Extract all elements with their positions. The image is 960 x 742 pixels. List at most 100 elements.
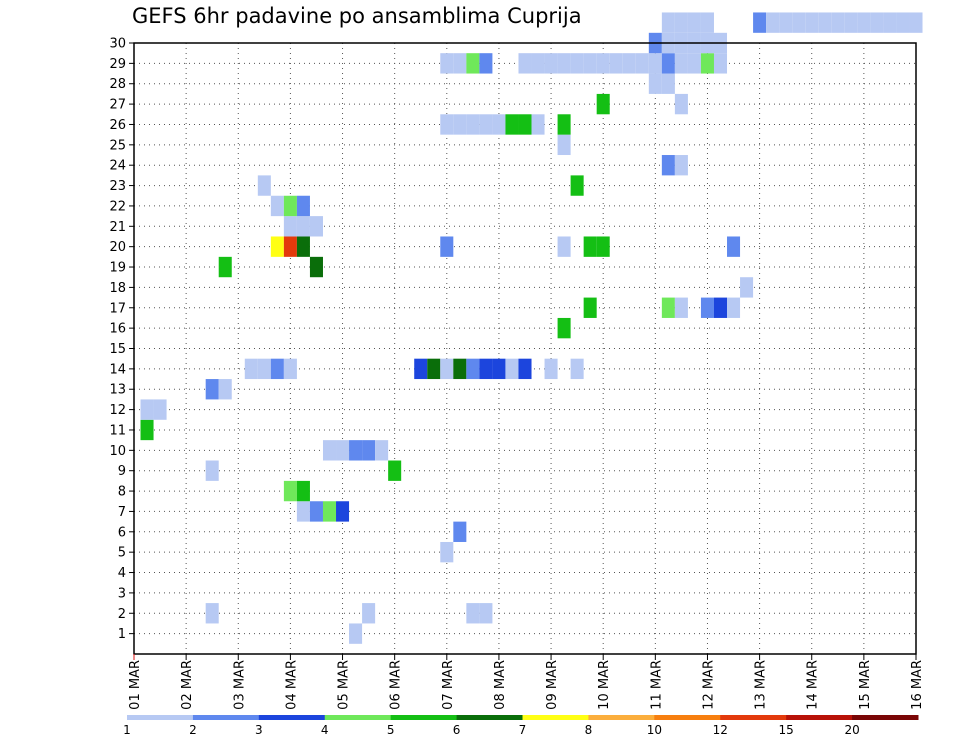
heatmap-cell (375, 440, 389, 461)
heatmap-cell (792, 12, 806, 33)
plot-left-margin (0, 41, 134, 656)
heatmap-cell (388, 460, 402, 481)
heatmap-cell (283, 216, 297, 237)
heatmap-cell (283, 195, 297, 217)
heatmap-cell (674, 53, 688, 74)
heatmap-cell (479, 603, 493, 624)
heatmap-cell (753, 12, 767, 33)
y-tick-label: 5 (118, 546, 126, 561)
colorbar-label: 20 (844, 723, 859, 737)
heatmap-cell (674, 12, 688, 33)
heatmap-cell (440, 114, 454, 135)
heatmap-cell (505, 358, 519, 380)
heatmap-cell (544, 53, 558, 74)
heatmap-cell (687, 12, 701, 33)
colorbar-swatch (390, 715, 458, 720)
heatmap-cell (661, 53, 675, 74)
x-tick-label: 02 MAR (180, 660, 195, 710)
heatmap-cell (296, 195, 310, 217)
heatmap-cell (336, 501, 350, 522)
heatmap-cell (205, 379, 219, 400)
heatmap-cell (557, 317, 571, 339)
x-tick-label: 01 MAR (128, 660, 143, 710)
heatmap-cell (270, 236, 284, 257)
heatmap-cell (570, 53, 584, 74)
heatmap-cell (322, 501, 337, 522)
y-tick-label: 11 (109, 423, 126, 438)
heatmap-cell (479, 358, 493, 380)
heatmap-cell (531, 114, 545, 135)
heatmap-cell (205, 460, 219, 481)
heatmap-cell (270, 195, 284, 217)
colorbar-swatch (720, 715, 787, 720)
heatmap-cell (844, 12, 858, 33)
heatmap-cell (283, 358, 297, 380)
colorbar-swatch (258, 715, 326, 720)
heatmap-cell (570, 358, 584, 380)
heatmap-cell (296, 216, 310, 237)
heatmap-cell (570, 175, 584, 196)
heatmap-cell (661, 73, 675, 94)
y-tick-label: 8 (118, 485, 126, 500)
x-tick-label: 07 MAR (441, 660, 456, 710)
y-tick-label: 1 (118, 627, 126, 642)
heatmap-cell (779, 12, 793, 33)
heatmap-cell (466, 603, 480, 624)
heatmap-cell (453, 53, 467, 74)
colorbar-swatch (127, 715, 194, 720)
heatmap-cell (440, 236, 454, 257)
heatmap-cell (531, 53, 545, 74)
heatmap-cell (283, 480, 297, 502)
colorbar-label: 4 (321, 723, 329, 737)
heatmap-cell (700, 297, 714, 318)
heatmap-cell (518, 358, 532, 380)
y-tick-label: 10 (109, 444, 126, 459)
heatmap-cell (857, 12, 871, 33)
heatmap-cell (557, 236, 571, 257)
heatmap-cell (414, 358, 428, 380)
heatmap-cell (713, 297, 728, 318)
colorbar-label: 5 (387, 723, 395, 737)
colorbar-swatch (852, 715, 919, 720)
y-tick-label: 16 (109, 322, 126, 337)
x-tick-label: 03 MAR (232, 660, 247, 710)
y-tick-label: 26 (109, 118, 126, 133)
heatmap-cell (727, 236, 741, 257)
heatmap-cell (648, 53, 662, 74)
y-tick-label: 30 (109, 37, 126, 52)
colorbar-label: 3 (255, 723, 263, 737)
heatmap-cell (896, 12, 910, 33)
y-tick-label: 20 (109, 240, 126, 255)
y-tick-label: 14 (109, 362, 126, 377)
heatmap-cell (818, 12, 832, 33)
heatmap-cell (362, 440, 376, 461)
heatmap-cell (362, 603, 376, 624)
colorbar-label: 7 (519, 723, 527, 737)
colorbar-label: 10 (647, 723, 662, 737)
x-tick-label: 14 MAR (806, 660, 821, 710)
colorbar-swatch (456, 715, 523, 720)
heatmap-cell (622, 53, 636, 74)
heatmap-cell (883, 12, 897, 33)
x-tick-label: 15 MAR (858, 660, 873, 710)
heatmap-cell (909, 12, 923, 33)
colorbar-label: 6 (453, 723, 461, 737)
heatmap-cell (322, 440, 337, 461)
heatmap-cell (309, 501, 323, 522)
heatmap-cell (466, 114, 480, 135)
heatmap-cell (492, 358, 506, 380)
heatmap-cell (831, 12, 845, 33)
heatmap-cell (453, 114, 467, 135)
heatmap-cell (336, 440, 350, 461)
heatmap-cell (244, 358, 258, 380)
heatmap-cell (661, 155, 675, 176)
y-tick-label: 3 (118, 586, 126, 601)
heatmap-cell (296, 236, 310, 257)
heatmap-cell (349, 623, 363, 644)
heatmap-cell (674, 93, 688, 115)
heatmap-cell (479, 114, 493, 135)
y-tick-label: 15 (109, 342, 126, 357)
y-tick-label: 18 (109, 281, 126, 296)
x-tick-label: 09 MAR (545, 660, 560, 710)
heatmap-cell (205, 603, 219, 624)
